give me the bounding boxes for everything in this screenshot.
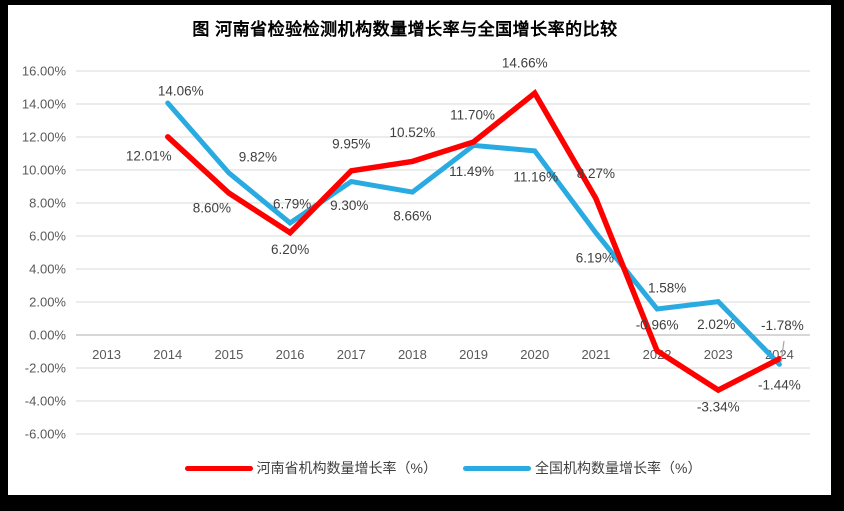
leader-line (780, 340, 785, 363)
y-axis-tick-label: 0.00% (29, 328, 66, 343)
x-axis-tick-label: 2021 (581, 347, 610, 362)
henan-data-label: 8.27% (577, 166, 615, 181)
x-axis-tick-label: 2016 (276, 347, 305, 362)
x-axis-tick-label: 2018 (398, 347, 427, 362)
chart-title: 图 河南省检验检测机构数量增长率与全国增长率的比较 (192, 20, 618, 39)
x-axis-tick-label: 2014 (153, 347, 182, 362)
national-data-label: -1.78% (761, 318, 804, 333)
henan-series-line (165, 88, 783, 394)
national-data-label: 1.58% (648, 280, 686, 295)
y-axis-tick-label: 10.00% (22, 163, 67, 178)
y-axis-tick-label: 2.00% (29, 295, 66, 310)
henan-data-label: 11.70% (450, 107, 495, 122)
legend-label-henan: 河南省机构数量增长率（%） (256, 460, 437, 476)
henan-data-label: 10.52% (390, 125, 436, 140)
national-data-label: 2.02% (697, 317, 735, 332)
henan-data-label: 9.95% (332, 136, 370, 151)
y-axis-tick-label: -2.00% (25, 361, 67, 376)
henan-data-label: -3.34% (697, 400, 740, 415)
national-data-label: 8.66% (393, 209, 431, 224)
y-axis-tick-label: 14.00% (22, 97, 67, 112)
henan-data-label: -1.44% (758, 377, 801, 392)
henan-data-label: 8.60% (193, 201, 231, 216)
y-axis-tick-label: -6.00% (25, 427, 67, 442)
national-data-label: 11.49% (449, 164, 494, 179)
x-axis-tick-label: 2019 (459, 347, 488, 362)
chart-canvas (8, 5, 831, 495)
x-axis-tick-label: 2015 (214, 347, 243, 362)
national-data-label: 6.79% (273, 196, 311, 211)
y-axis-tick-label: 6.00% (29, 229, 66, 244)
y-axis-tick-label: 12.00% (22, 130, 67, 145)
y-axis-tick-label: 8.00% (29, 196, 66, 211)
y-axis-tick-label: 16.00% (22, 64, 67, 79)
legend-item-henan: 河南省机构数量增长率（%） (184, 458, 437, 478)
y-axis-tick-label: 4.00% (29, 262, 66, 277)
national-data-label: 9.82% (239, 149, 277, 164)
henan-line-swatch (184, 465, 253, 471)
x-axis-tick-label: 2023 (704, 347, 733, 362)
legend: 河南省机构数量增长率（%） 全国机构数量增长率（%） (76, 458, 810, 478)
henan-data-label: 6.20% (271, 242, 309, 257)
legend-label-national: 全国机构数量增长率（%） (535, 460, 702, 476)
national-series-line (165, 100, 782, 367)
henan-data-label: -0.96% (636, 317, 679, 332)
national-data-label: 14.06% (158, 84, 204, 99)
x-axis-tick-label: 2017 (337, 347, 366, 362)
henan-data-label: 12.01% (126, 148, 172, 163)
national-data-label: 6.19% (576, 250, 614, 265)
national-data-label: 11.16% (513, 169, 558, 184)
x-axis-tick-label: 2013 (92, 347, 121, 362)
x-axis-tick-label: 2020 (520, 347, 549, 362)
legend-item-national: 全国机构数量增长率（%） (463, 458, 701, 478)
y-axis-tick-label: -4.00% (25, 394, 67, 409)
national-data-label: 9.30% (330, 198, 368, 213)
national-line-swatch (463, 465, 531, 471)
henan-data-label: 14.66% (502, 56, 548, 71)
